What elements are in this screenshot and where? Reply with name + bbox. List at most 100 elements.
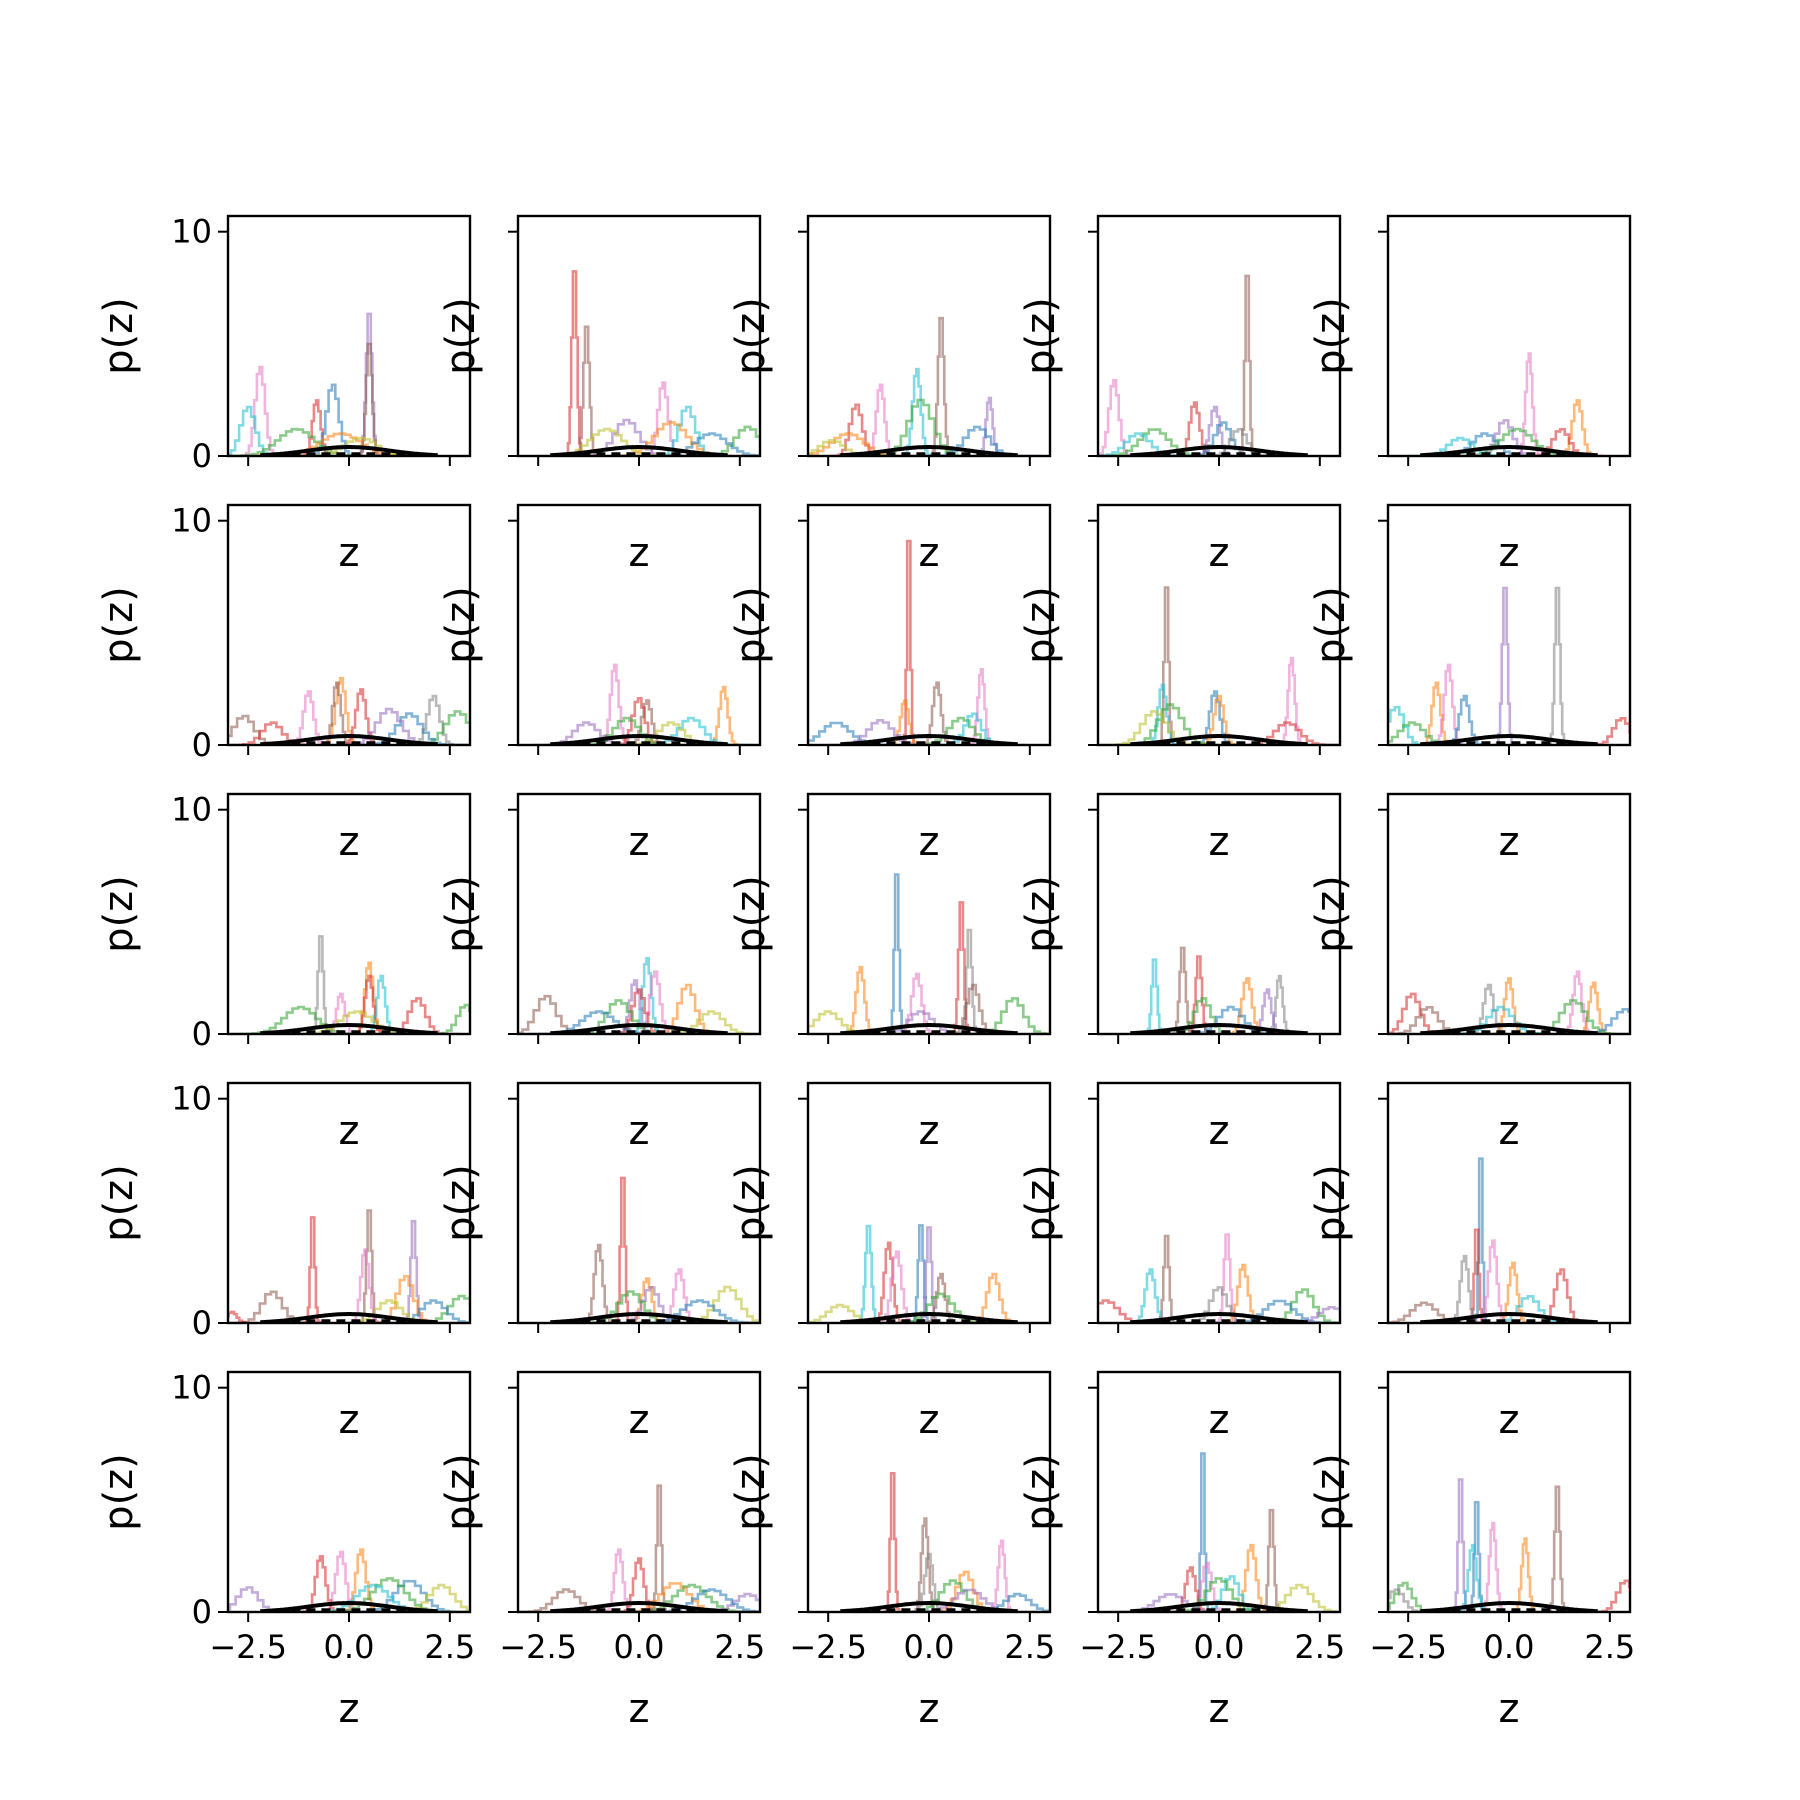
- y-tick-label: 10: [171, 502, 212, 540]
- reference-normal-curve: [260, 734, 438, 745]
- x-tick-label: 2.5: [1294, 1628, 1345, 1666]
- x-axis-label: z: [629, 819, 650, 865]
- plot-area: [1388, 970, 1630, 1034]
- y-axis-label: p(z): [96, 1164, 142, 1242]
- y-axis-label: p(z): [438, 1453, 484, 1531]
- y-tick-label: 10: [171, 213, 212, 251]
- x-axis-label: z: [1209, 1397, 1230, 1443]
- subplot-21: −2.5 0.0 2.5 z 0 10 p(z): [96, 1369, 475, 1732]
- x-tick-label: 0.0: [1194, 1628, 1245, 1666]
- subplot-25: −2.5 0.0 2.5 z p(z): [1308, 1370, 1635, 1732]
- density-series-9: [1388, 1588, 1440, 1612]
- subplot-15: z p(z): [1308, 792, 1632, 1154]
- y-axis-label: p(z): [1308, 875, 1354, 953]
- reference-normal-curve: [1130, 1023, 1308, 1034]
- plot-area: [518, 957, 760, 1034]
- x-axis-label: z: [629, 530, 650, 576]
- density-series-10: [228, 1310, 258, 1323]
- y-axis-label: p(z): [438, 875, 484, 953]
- subplot-4: z p(z): [1018, 214, 1342, 576]
- reference-normal-curve: [550, 445, 728, 456]
- y-axis-label: p(z): [1308, 1453, 1354, 1531]
- subplot-8: z p(z): [728, 503, 1052, 865]
- reference-normal-curve: [840, 1601, 1018, 1612]
- y-tick-label: 10: [171, 791, 212, 829]
- density-series-5: [828, 403, 889, 456]
- y-axis-label: p(z): [728, 297, 774, 375]
- y-tick-label: 0: [192, 437, 212, 475]
- reference-normal-curve: [260, 445, 438, 456]
- subplot-2: z p(z): [438, 214, 762, 576]
- density-series-5: [356, 312, 386, 456]
- density-series-3: [1546, 1485, 1572, 1612]
- x-axis-label: z: [629, 1686, 650, 1732]
- x-tick-label: 0.0: [614, 1628, 665, 1666]
- plot-area: [1098, 274, 1308, 456]
- density-series-1: [303, 1216, 326, 1323]
- x-tick-label: 2.5: [1584, 1628, 1635, 1666]
- x-axis-label: z: [1209, 819, 1230, 865]
- x-tick-label: 0.0: [324, 1628, 375, 1666]
- x-axis-label: z: [339, 1108, 360, 1154]
- y-tick-label: 0: [192, 726, 212, 764]
- subplot-9: z p(z): [1018, 503, 1342, 865]
- x-axis-label: z: [1499, 819, 1520, 865]
- subplot-11: z 0 10 p(z): [96, 791, 472, 1154]
- density-series-2: [1276, 656, 1309, 745]
- subplot-22: −2.5 0.0 2.5 z p(z): [438, 1370, 765, 1732]
- density-series-1: [1143, 958, 1169, 1034]
- x-tick-label: −2.5: [209, 1628, 287, 1666]
- subplot-7: z p(z): [438, 503, 762, 865]
- x-axis-label: z: [339, 530, 360, 576]
- plot-area: [808, 1224, 1026, 1323]
- y-axis-label: p(z): [96, 586, 142, 664]
- subplot-6: z 0 10 p(z): [96, 502, 472, 865]
- y-axis-label: p(z): [438, 1164, 484, 1242]
- density-series-1: [887, 873, 908, 1034]
- density-series-4: [1478, 1521, 1511, 1612]
- plot-area: [1388, 586, 1630, 745]
- reference-normal-curve: [1420, 1023, 1598, 1034]
- x-tick-label: −2.5: [1079, 1628, 1157, 1666]
- reference-normal-curve: [260, 1312, 438, 1323]
- plot-area: [228, 312, 438, 456]
- y-axis-label: p(z): [728, 875, 774, 953]
- y-tick-label: 0: [192, 1304, 212, 1342]
- y-axis-label: p(z): [96, 1453, 142, 1531]
- x-axis-label: z: [1499, 1108, 1520, 1154]
- density-series-1: [613, 1176, 636, 1323]
- subplot-1: z 0 10 p(z): [96, 213, 472, 576]
- reference-normal-curve: [840, 1023, 1018, 1034]
- density-series-2: [1546, 586, 1572, 745]
- y-tick-label: 10: [171, 1080, 212, 1118]
- x-tick-label: 0.0: [1484, 1628, 1535, 1666]
- reference-normal-curve: [1420, 1312, 1598, 1323]
- y-axis-label: p(z): [438, 586, 484, 664]
- reference-normal-curve: [550, 1023, 728, 1034]
- x-axis-label: z: [1209, 1108, 1230, 1154]
- subplot-24: −2.5 0.0 2.5 z p(z): [1018, 1370, 1345, 1732]
- reference-normal-curve: [840, 734, 1018, 745]
- x-tick-label: −2.5: [499, 1628, 577, 1666]
- subplot-12: z p(z): [438, 792, 762, 1154]
- density-series-2: [596, 663, 637, 745]
- density-series-5: [1264, 974, 1297, 1034]
- y-axis-label: p(z): [1018, 1453, 1064, 1531]
- y-axis-label: p(z): [728, 1453, 774, 1531]
- density-series-1: [900, 539, 921, 745]
- density-series-1: [1493, 586, 1518, 745]
- axes-frame: [226, 214, 472, 458]
- density-series-2: [1260, 1508, 1286, 1612]
- density-series-6: [693, 425, 760, 456]
- plot-area: [532, 663, 756, 745]
- subplot-5: z p(z): [1308, 214, 1632, 576]
- plot-area: [1388, 1478, 1630, 1612]
- y-tick-label: 0: [192, 1015, 212, 1053]
- density-series-2: [1214, 1233, 1242, 1323]
- y-axis-label: p(z): [1018, 586, 1064, 664]
- y-axis-label: p(z): [1308, 586, 1354, 664]
- y-axis-label: p(z): [1018, 875, 1064, 953]
- reference-normal-curve: [550, 734, 728, 745]
- subplot-18: z p(z): [728, 1081, 1052, 1443]
